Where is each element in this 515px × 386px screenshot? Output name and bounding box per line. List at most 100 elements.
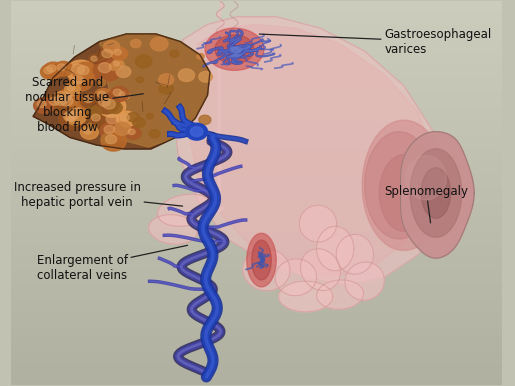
Circle shape (75, 108, 82, 113)
Polygon shape (421, 168, 451, 218)
Circle shape (54, 61, 73, 76)
Bar (11, 16, 502, 20)
Circle shape (49, 91, 77, 113)
Bar (11, 375, 502, 380)
Bar (11, 35, 502, 40)
Circle shape (91, 114, 100, 121)
Bar (11, 337, 502, 342)
Circle shape (91, 56, 97, 61)
Circle shape (125, 127, 141, 139)
Circle shape (101, 134, 113, 144)
Circle shape (106, 114, 118, 124)
Circle shape (149, 130, 160, 138)
Circle shape (84, 96, 93, 103)
Circle shape (116, 66, 131, 77)
Bar (11, 366, 502, 370)
Bar (11, 150, 502, 155)
Circle shape (107, 102, 122, 113)
Bar (11, 246, 502, 251)
Bar (11, 327, 502, 332)
Bar (11, 188, 502, 193)
Circle shape (66, 60, 95, 83)
Circle shape (83, 128, 92, 134)
Bar (11, 11, 502, 16)
Bar (11, 342, 502, 346)
Circle shape (61, 92, 72, 100)
Polygon shape (173, 17, 443, 285)
Text: Increased pressure in
hepatic portal vein: Increased pressure in hepatic portal vei… (14, 181, 183, 209)
Circle shape (72, 64, 84, 74)
Bar (11, 217, 502, 222)
Polygon shape (247, 233, 276, 287)
Circle shape (98, 63, 111, 73)
Bar (11, 203, 502, 207)
Bar (11, 346, 502, 351)
Bar (11, 332, 502, 337)
Bar (11, 322, 502, 327)
Bar (11, 44, 502, 49)
Polygon shape (158, 194, 213, 226)
Polygon shape (362, 120, 445, 251)
Circle shape (133, 118, 145, 127)
Bar (11, 227, 502, 231)
Bar (11, 308, 502, 313)
Bar (11, 255, 502, 260)
Bar (11, 303, 502, 308)
Bar (11, 313, 502, 318)
Bar (11, 73, 502, 78)
Circle shape (199, 71, 213, 82)
Polygon shape (275, 259, 317, 296)
Bar (11, 140, 502, 145)
Circle shape (77, 66, 89, 75)
Circle shape (113, 89, 122, 96)
Text: Gastroesophageal
varices: Gastroesophageal varices (260, 28, 491, 56)
Bar (11, 92, 502, 97)
Bar (11, 25, 502, 30)
Polygon shape (410, 149, 461, 237)
Bar (11, 64, 502, 68)
Bar (11, 198, 502, 203)
Polygon shape (99, 34, 210, 147)
Circle shape (44, 67, 53, 74)
Circle shape (127, 113, 139, 122)
Circle shape (33, 98, 54, 113)
Bar (11, 270, 502, 274)
Polygon shape (300, 249, 340, 291)
Polygon shape (317, 280, 364, 309)
Bar (11, 284, 502, 289)
Circle shape (114, 61, 119, 66)
Polygon shape (365, 132, 434, 239)
Bar (11, 107, 502, 112)
Circle shape (89, 54, 102, 65)
Bar (11, 131, 502, 135)
Circle shape (104, 41, 120, 53)
Circle shape (41, 64, 60, 80)
Circle shape (54, 95, 67, 105)
Circle shape (80, 125, 98, 139)
Bar (11, 260, 502, 265)
Circle shape (57, 64, 66, 71)
Circle shape (117, 90, 129, 100)
Circle shape (103, 99, 115, 109)
Circle shape (54, 92, 72, 106)
Bar (11, 78, 502, 83)
Circle shape (199, 115, 211, 125)
Bar (11, 30, 502, 35)
Circle shape (104, 125, 114, 134)
Circle shape (97, 91, 106, 98)
Circle shape (65, 109, 86, 125)
Bar (11, 121, 502, 126)
Bar (11, 207, 502, 212)
Circle shape (55, 92, 84, 114)
Bar (11, 126, 502, 131)
Circle shape (63, 112, 76, 121)
Bar (11, 222, 502, 227)
Bar (11, 2, 502, 6)
Bar (11, 155, 502, 159)
Circle shape (49, 97, 60, 105)
Circle shape (159, 74, 174, 85)
Bar (11, 145, 502, 150)
Circle shape (73, 62, 99, 83)
Circle shape (130, 39, 141, 47)
Circle shape (93, 59, 122, 81)
